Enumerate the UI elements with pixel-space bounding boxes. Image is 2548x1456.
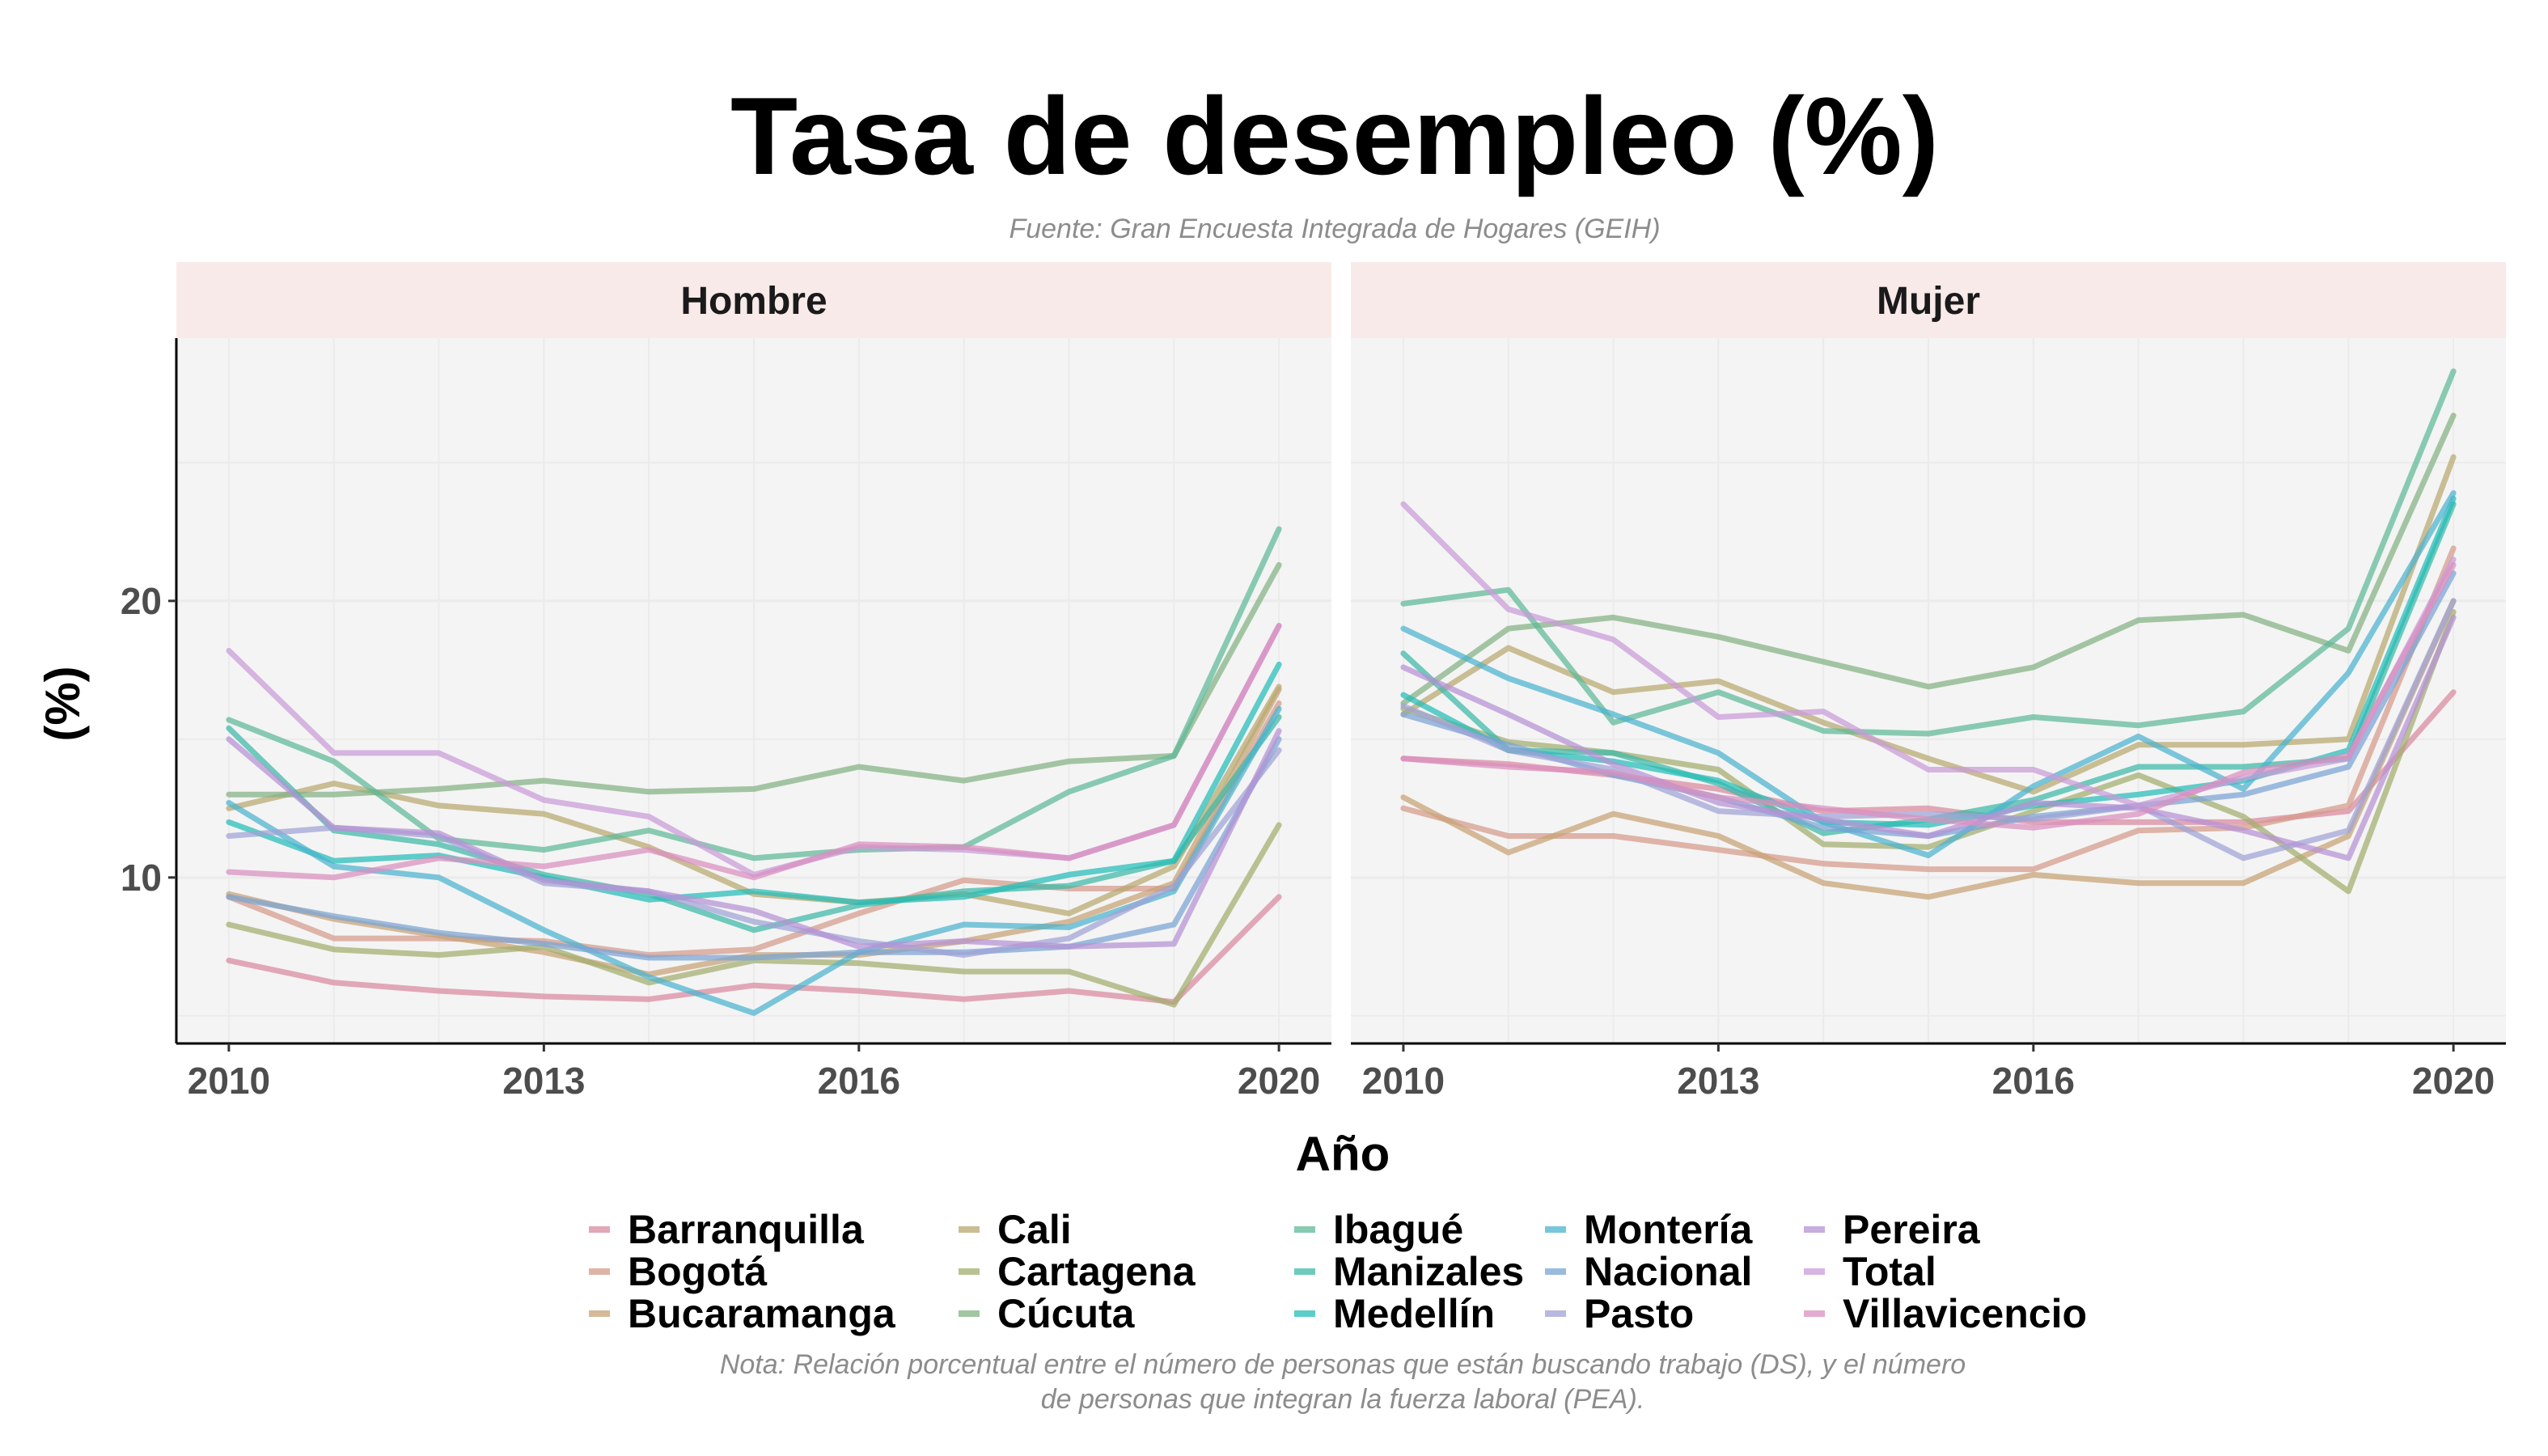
legend-item-pasto: Pasto [1545, 1291, 1694, 1336]
legend-item-nacional: Nacional [1545, 1249, 1752, 1294]
legend-item-cali: Cali [959, 1207, 1072, 1252]
legend-item-pereira: Pereira [1804, 1207, 1981, 1252]
caption-line-2: de personas que integran la fuerza labor… [1041, 1384, 1645, 1415]
series-line-hombre-pereira [226, 728, 1282, 950]
legend-item-bucaramanga: Bucaramanga [589, 1291, 896, 1336]
legend-label-pasto: Pasto [1584, 1291, 1694, 1336]
x-tick-label: 2016 [818, 1060, 900, 1102]
facet-mujer: Mujer 2010 2013 2016 2020 [1351, 262, 2506, 1102]
legend-label-ibague: Ibagué [1333, 1207, 1463, 1252]
x-axis-title: Año [1296, 1127, 1390, 1181]
series-line-mujer-monteria [1400, 490, 2457, 858]
x-tick-label: 2013 [1677, 1060, 1759, 1102]
series-line-hombre-cucuta [226, 561, 1282, 798]
series-line-mujer-bogota [1400, 545, 2457, 873]
x-tick-label: 2013 [502, 1060, 585, 1102]
legend-item-bogota: Bogotá [589, 1249, 767, 1294]
legend-item-medellin: Medellín [1294, 1291, 1495, 1336]
facet-strip-hombre [176, 262, 1331, 338]
series-line-mujer-ibague [1400, 368, 2457, 737]
legend-item-monteria: Montería [1545, 1207, 1754, 1252]
series-line-hombre-barranquilla [226, 894, 1282, 1005]
legend-label-cali: Cali [997, 1207, 1072, 1252]
legend-item-barranquilla: Barranquilla [589, 1207, 865, 1252]
legend-item-total: Total [1804, 1249, 1936, 1294]
facet-label-hombre: Hombre [680, 280, 827, 323]
x-tick-label: 2020 [1238, 1060, 1320, 1102]
facet-strip-mujer [1351, 262, 2506, 338]
legend-label-bucaramanga: Bucaramanga [628, 1291, 896, 1336]
series-line-mujer-villavicencio [1400, 561, 2457, 831]
series-line-mujer-bucaramanga [1400, 598, 2457, 900]
series-line-hombre-nacional [226, 736, 1282, 961]
legend-label-medellin: Medellín [1333, 1291, 1495, 1336]
legend-label-villavicencio: Villavicencio [1843, 1291, 2087, 1336]
x-tick-label: 2016 [1992, 1060, 2075, 1102]
series-line-mujer-pereira [1400, 614, 2457, 861]
legend-item-manizales: Manizales [1294, 1249, 1524, 1294]
legend-label-pereira: Pereira [1843, 1207, 1981, 1252]
legend-label-cucuta: Cúcuta [997, 1291, 1136, 1336]
y-axis-title: (%) [36, 666, 90, 741]
y-tick-label: 20 [121, 580, 162, 622]
x-tick-label: 2010 [1362, 1060, 1445, 1102]
legend-label-monteria: Montería [1584, 1207, 1754, 1252]
facet-hombre: Hombre 10 20 2010 2013 2016 2020 [121, 262, 1331, 1102]
facet-label-mujer: Mujer [1877, 280, 1980, 323]
legend-label-barranquilla: Barranquilla [628, 1207, 865, 1252]
x-tick-label: 2020 [2412, 1060, 2495, 1102]
legend-item-cartagena: Cartagena [959, 1249, 1196, 1294]
chart-title: Tasa de desempleo (%) [730, 74, 1939, 197]
x-tick-label: 2010 [188, 1060, 270, 1102]
series-line-hombre-medellin [226, 662, 1282, 906]
series-line-mujer-total [1400, 501, 2457, 809]
series-line-mujer-cucuta [1400, 413, 2457, 706]
series-line-hombre-monteria [226, 705, 1282, 1016]
chart-subtitle: Fuente: Gran Encuesta Integrada de Hogar… [1009, 214, 1660, 244]
legend-item-cucuta: Cúcuta [959, 1291, 1136, 1336]
legend-label-nacional: Nacional [1584, 1249, 1752, 1294]
caption-line-1: Nota: Relación porcentual entre el númer… [720, 1349, 1966, 1380]
legend-item-ibague: Ibagué [1294, 1207, 1463, 1252]
y-tick-label: 10 [121, 857, 162, 899]
legend-label-manizales: Manizales [1333, 1249, 1524, 1294]
series-line-mujer-pasto [1400, 598, 2457, 861]
series-line-hombre-villavicencio [226, 623, 1282, 881]
legend-label-cartagena: Cartagena [997, 1249, 1196, 1294]
series-line-hombre-manizales [226, 714, 1282, 933]
legend-item-villavicencio: Villavicencio [1804, 1291, 2087, 1336]
legend-label-bogota: Bogotá [628, 1249, 767, 1294]
facet-panels: Hombre 10 20 2010 2013 2016 2020 Mujer 2010 2013 2… [121, 262, 2506, 1102]
series-line-hombre-bogota [226, 700, 1282, 959]
series-line-hombre-ibague [226, 526, 1282, 861]
legend-label-total: Total [1843, 1249, 1936, 1294]
